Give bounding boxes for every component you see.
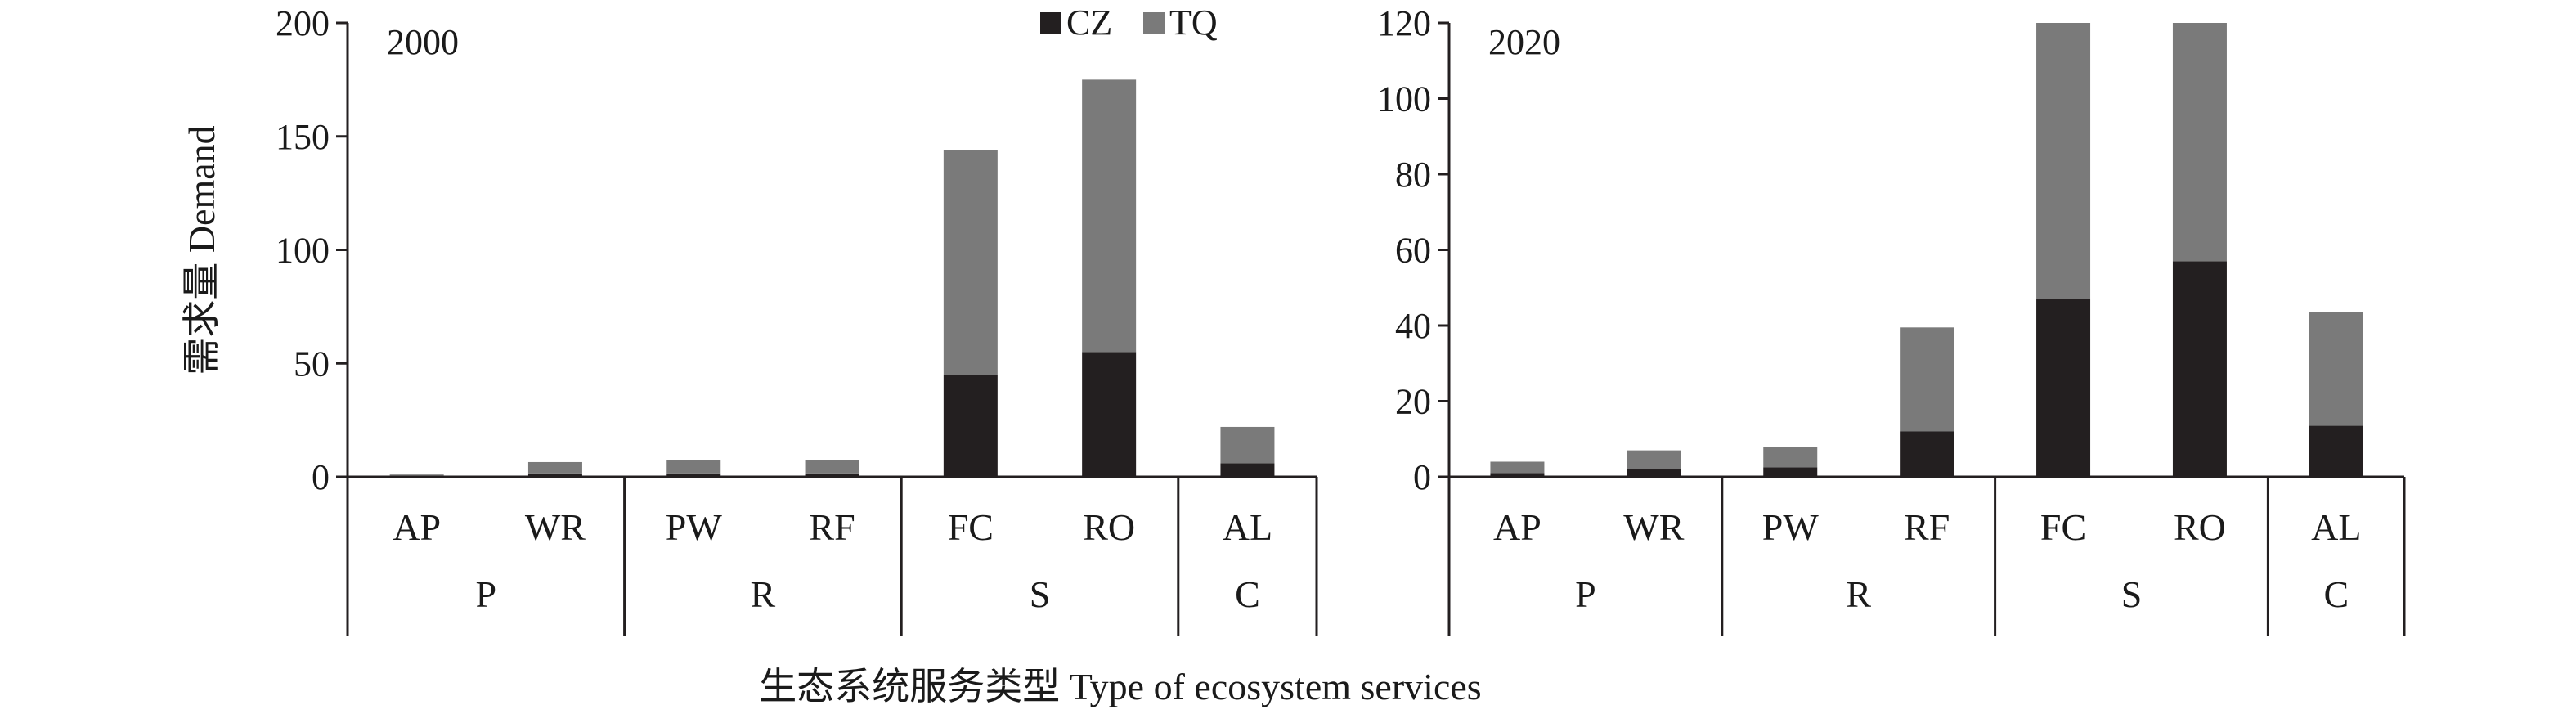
- y-tick-label: 100: [1377, 79, 1431, 119]
- y-tick-label: 120: [1377, 3, 1431, 43]
- y-tick-label: 150: [276, 117, 330, 157]
- bar-cz-RO: [2172, 261, 2227, 477]
- legend-swatch-cz: [1040, 12, 1061, 34]
- group-label: R: [751, 573, 776, 615]
- bar-cz-FC: [2036, 299, 2091, 477]
- y-tick-label: 200: [276, 3, 330, 43]
- category-label: PW: [666, 506, 723, 548]
- bar-cz-WR: [1627, 469, 1681, 477]
- bar-tq-RO: [2172, 23, 2227, 262]
- bar-tq-AP: [389, 474, 444, 476]
- panel-2000: 0 50 100 150 200 2000 AP WR PW RF FC RO AL P R S C: [276, 3, 1318, 636]
- bar-cz-FC: [943, 375, 998, 477]
- bar-cz-AP: [389, 475, 444, 477]
- category-label: AL: [2311, 506, 2361, 548]
- group-label: S: [2121, 573, 2143, 615]
- y-tick-label: 80: [1395, 155, 1431, 195]
- bar-tq-PW: [666, 460, 721, 474]
- panel-2020: 0 20 40 60 80 100 120 2020 AP WR PW RF FC RO AL P R S C: [1377, 3, 2406, 636]
- legend-label-cz: CZ: [1066, 2, 1112, 43]
- bar-cz-PW: [666, 473, 721, 477]
- group-label: C: [1235, 573, 1260, 615]
- bar-tq-RF: [805, 460, 859, 474]
- bar-tq-AL: [2309, 312, 2363, 426]
- y-tick-label: 60: [1395, 231, 1431, 271]
- legend-label-tq: TQ: [1169, 2, 1218, 43]
- bar-tq-RF: [1900, 327, 1954, 432]
- y-tick-label: 0: [1413, 457, 1431, 497]
- category-label: FC: [2040, 506, 2086, 548]
- category-label: AP: [393, 506, 441, 548]
- bar-tq-AP: [1490, 461, 1545, 474]
- category-label: FC: [948, 506, 994, 548]
- bar-cz-RO: [1082, 352, 1137, 477]
- bar-cz-AL: [2309, 425, 2363, 477]
- group-label: P: [476, 573, 497, 615]
- panel-label: 2020: [1488, 22, 1560, 62]
- legend-swatch-tq: [1143, 12, 1165, 34]
- category-label: RO: [2174, 506, 2226, 548]
- group-label: S: [1030, 573, 1051, 615]
- bar-tq-PW: [1763, 447, 1818, 468]
- y-tick-label: 0: [312, 457, 330, 497]
- y-tick-label: 40: [1395, 306, 1431, 346]
- bar-tq-WR: [527, 461, 582, 474]
- x-axis-title: 生态系统服务类型 Type of ecosystem services: [759, 666, 1481, 707]
- category-label: AL: [1223, 506, 1272, 548]
- category-label: WR: [1623, 506, 1684, 548]
- category-label: WR: [525, 506, 586, 548]
- group-label: C: [2324, 573, 2349, 615]
- bar-tq-AL: [1220, 426, 1275, 464]
- bar-cz-RF: [1900, 431, 1954, 477]
- group-label: R: [1846, 573, 1871, 615]
- bar-tq-FC: [2036, 23, 2091, 299]
- panel-label: 2000: [387, 22, 459, 62]
- bar-tq-FC: [943, 150, 998, 375]
- group-label: P: [1575, 573, 1596, 615]
- y-tick-label: 50: [294, 344, 330, 384]
- y-tick-label: 20: [1395, 382, 1431, 422]
- y-axis-title: 需求量 Demand: [181, 125, 222, 375]
- category-label: RF: [809, 506, 855, 548]
- bar-cz-WR: [527, 473, 582, 477]
- bar-cz-AL: [1220, 463, 1275, 477]
- category-label: RO: [1083, 506, 1135, 548]
- bar-cz-RF: [805, 473, 859, 477]
- bar-cz-AP: [1490, 473, 1545, 477]
- bar-cz-PW: [1763, 467, 1818, 477]
- category-label: RF: [1904, 506, 1950, 548]
- category-label: AP: [1493, 506, 1542, 548]
- category-label: PW: [1762, 506, 1820, 548]
- y-tick-label: 100: [276, 231, 330, 271]
- bar-tq-RO: [1082, 79, 1137, 353]
- legend: CZ TQ: [1040, 2, 1218, 43]
- bar-tq-WR: [1627, 450, 1681, 469]
